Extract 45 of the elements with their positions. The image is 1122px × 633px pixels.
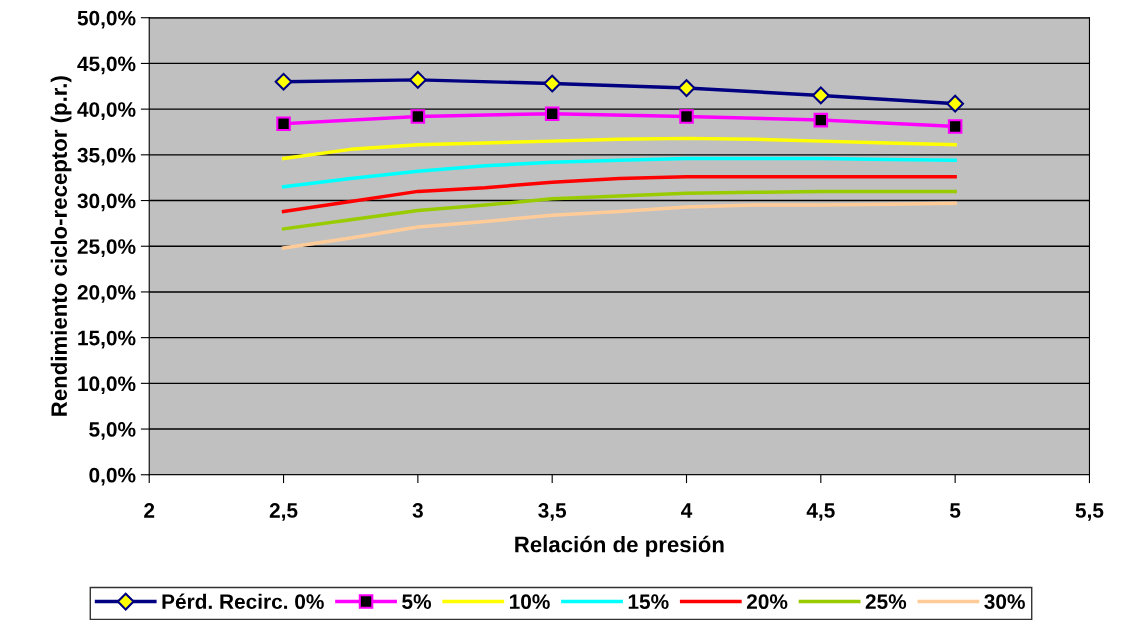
point [544,106,560,121]
x-tick-label: 2 [144,503,155,518]
line-series [281,175,957,214]
line-series [281,136,957,161]
point [274,72,293,91]
point [543,74,562,93]
x-tick-label: 4 [681,503,693,518]
y-tick-label: 40,0% [77,102,136,120]
legend-label: 30% [984,594,1025,610]
y-tick-label: 45,0% [77,56,136,75]
x-tick-label: 5 [949,503,961,518]
point [813,112,829,128]
legend-label: 25% [865,594,907,610]
line-series [281,156,957,189]
x-tick-label: 3 [412,503,423,518]
point [276,116,291,132]
y-tick-label: 30,0% [77,193,136,212]
point [679,109,694,124]
x-tick-label: 4,5 [806,503,835,521]
point [946,94,965,113]
legend-label: Pérd. Recirc. 0% [162,593,324,610]
y-tick-label: 50,0% [77,10,136,29]
y-tick-label: 20,0% [77,284,136,303]
point [811,86,830,105]
y-tick-label: 15,0% [78,330,136,349]
x-axis-title: Relación de presión [515,535,724,557]
y-axis-title: Rendimiento ciclo-receptor (p.r.) [50,76,72,416]
y-tick-label: 0,0% [89,467,136,486]
y-tick-label: 25,0% [77,239,136,258]
line-series [281,201,957,250]
y-tick-label: 35,0% [77,147,136,166]
y-tick-label: 10,0% [78,376,136,395]
point [410,109,426,124]
x-tick-label: 3,5 [538,503,567,521]
legend-label: 10% [509,594,550,610]
x-tick-label: 2,5 [269,503,298,521]
point [677,79,696,97]
y-tick-label: 5,0% [89,422,136,440]
line-series [281,189,957,231]
point [408,70,427,89]
point [947,119,963,134]
x-tick-label: 5,5 [1075,503,1104,521]
legend-label: 5% [402,594,432,610]
legend-label: 15% [628,594,669,610]
legend-label: 20% [746,594,788,610]
